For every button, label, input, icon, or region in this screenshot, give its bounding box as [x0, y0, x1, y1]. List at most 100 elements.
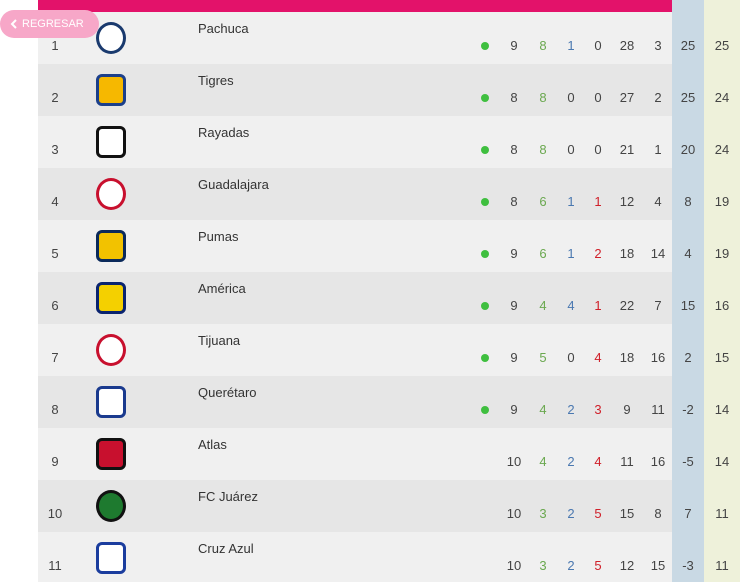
stat-gf: 12: [619, 194, 635, 209]
team-name: Tijuana: [198, 333, 241, 348]
stat-je: 1: [567, 194, 575, 209]
stat-jj: 8: [510, 90, 518, 105]
stat-je: 2: [567, 402, 575, 417]
stat-dif: 7: [684, 506, 692, 521]
table-row: [38, 116, 672, 168]
team-logo: [96, 178, 126, 210]
team-logo: [96, 490, 126, 522]
stat-gf: 21: [619, 142, 635, 157]
team-name: Pumas: [198, 229, 239, 244]
stat-pts: 24: [714, 142, 730, 157]
stat-jj: 9: [510, 402, 518, 417]
table-header: [38, 0, 740, 12]
team-name: Querétaro: [198, 385, 257, 400]
team-name: Atlas: [198, 437, 227, 452]
stat-jp: 1: [594, 194, 602, 209]
qualified-dot: [481, 94, 489, 102]
stat-jj: 9: [510, 38, 518, 53]
qualified-dot: [481, 302, 489, 310]
stat-jg: 8: [539, 38, 547, 53]
stat-je: 1: [567, 38, 575, 53]
stat-jj: 8: [510, 194, 518, 209]
table-row: [38, 376, 672, 428]
stat-dif: -3: [682, 558, 694, 573]
position: 10: [47, 506, 63, 521]
team-logo: [96, 126, 126, 158]
stat-jp: 4: [594, 350, 602, 365]
stat-jg: 6: [539, 246, 547, 261]
stat-gf: 11: [620, 454, 634, 469]
stat-dif: -5: [682, 454, 694, 469]
stat-jg: 8: [539, 142, 547, 157]
stat-pts: 16: [714, 298, 730, 313]
stat-jg: 5: [539, 350, 547, 365]
team-logo: [96, 282, 126, 314]
team-name: Guadalajara: [198, 177, 269, 192]
stat-pts: 19: [714, 246, 730, 261]
table-row: [38, 272, 672, 324]
stat-je: 2: [567, 454, 575, 469]
qualified-dot: [481, 146, 489, 154]
team-name: Tigres: [198, 73, 234, 88]
stat-gc: 14: [650, 246, 666, 261]
stat-jj: 10: [506, 558, 522, 573]
position: 9: [51, 454, 59, 469]
team-name: América: [198, 281, 246, 296]
pts-column-bg: [704, 0, 740, 582]
stat-pts: 19: [714, 194, 730, 209]
stat-jg: 4: [539, 402, 547, 417]
stat-jp: 3: [594, 402, 602, 417]
stat-dif: -2: [682, 402, 694, 417]
stat-jg: 4: [539, 454, 547, 469]
stat-jp: 2: [594, 246, 602, 261]
stat-dif: 4: [684, 246, 692, 261]
stat-pts: 24: [714, 90, 730, 105]
stat-gf: 15: [619, 506, 635, 521]
stat-pts: 15: [714, 350, 730, 365]
stat-jg: 6: [539, 194, 547, 209]
qualified-dot: [481, 42, 489, 50]
team-name: Pachuca: [198, 21, 249, 36]
stat-gf: 28: [619, 38, 635, 53]
stat-je: 0: [567, 142, 575, 157]
position: 2: [51, 90, 59, 105]
stat-jg: 8: [539, 90, 547, 105]
stat-jg: 3: [539, 558, 547, 573]
position: 3: [51, 142, 59, 157]
stat-jp: 0: [594, 142, 602, 157]
stat-dif: 8: [684, 194, 692, 209]
team-logo: [96, 334, 126, 366]
stat-je: 1: [567, 246, 575, 261]
stat-jj: 9: [510, 350, 518, 365]
stat-dif: 25: [680, 38, 696, 53]
stat-gc: 7: [654, 298, 662, 313]
back-label: REGRESAR: [22, 18, 84, 30]
stat-pts: 11: [715, 506, 729, 521]
stat-je: 2: [567, 506, 575, 521]
stat-gf: 27: [619, 90, 635, 105]
dif-column-bg: [672, 0, 704, 582]
position: 8: [51, 402, 59, 417]
table-row: [38, 324, 672, 376]
stat-gf: 22: [619, 298, 635, 313]
position: 11: [48, 558, 62, 573]
stat-pts: 25: [714, 38, 730, 53]
stat-je: 2: [567, 558, 575, 573]
stat-jp: 4: [594, 454, 602, 469]
stat-jj: 10: [506, 506, 522, 521]
qualified-dot: [481, 198, 489, 206]
stat-jj: 9: [510, 298, 518, 313]
stat-pts: 14: [714, 454, 730, 469]
stat-pts: 11: [715, 558, 729, 573]
stat-pts: 14: [714, 402, 730, 417]
team-logo: [96, 74, 126, 106]
table-row: [38, 168, 672, 220]
stat-gc: 2: [654, 90, 662, 105]
stat-dif: 15: [680, 298, 696, 313]
back-button[interactable]: REGRESAR: [0, 10, 99, 38]
stat-gc: 11: [651, 402, 665, 417]
stat-gc: 3: [654, 38, 662, 53]
stat-jg: 3: [539, 506, 547, 521]
stat-gc: 16: [650, 350, 666, 365]
stat-jg: 4: [539, 298, 547, 313]
